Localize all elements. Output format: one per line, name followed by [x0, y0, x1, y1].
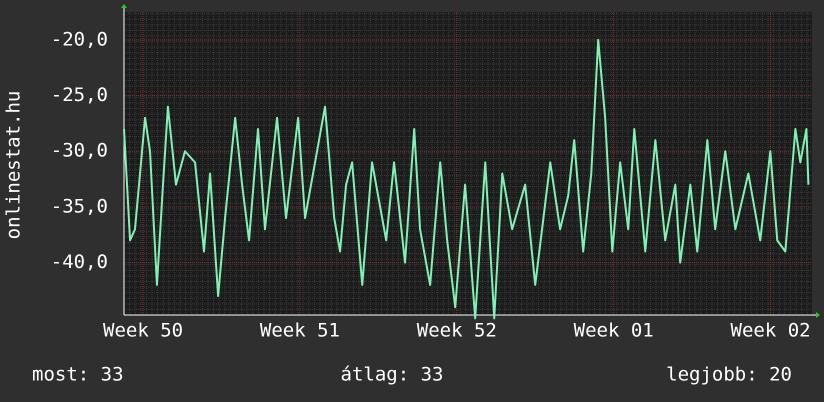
- y-tick-label: -35,0: [51, 195, 108, 217]
- x-tick-label: Week 02: [731, 320, 811, 342]
- x-tick-label: Week 01: [574, 320, 654, 342]
- y-axis-label: onlinestat.hu: [3, 91, 25, 240]
- y-tick-label: -20,0: [51, 28, 108, 50]
- stat: most: 33: [32, 364, 124, 386]
- stat: legjobb: 20: [666, 364, 792, 386]
- y-tick-label: -25,0: [51, 84, 108, 106]
- x-tick-label: Week 51: [260, 320, 340, 342]
- y-tick-label: -40,0: [51, 251, 108, 273]
- axis-arrow: [121, 4, 127, 8]
- x-tick-label: Week 50: [103, 320, 183, 342]
- stat: átlag: 33: [341, 364, 444, 386]
- data-line: [123, 38, 810, 320]
- x-tick-label: Week 52: [417, 320, 497, 342]
- y-tick-label: -30,0: [51, 140, 108, 162]
- axis-arrow: [816, 312, 820, 318]
